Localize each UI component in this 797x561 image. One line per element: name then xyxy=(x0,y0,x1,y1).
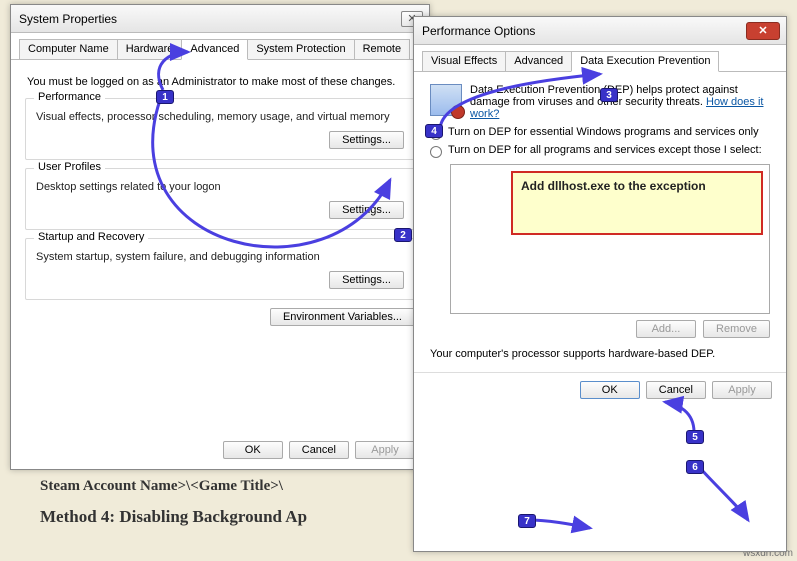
system-properties-window: System Properties ✕ Computer Name Hardwa… xyxy=(10,4,430,470)
dep-radio-all-label: Turn on DEP for all programs and service… xyxy=(448,144,762,156)
sysprops-title: System Properties xyxy=(17,12,401,26)
tab-system-protection[interactable]: System Protection xyxy=(247,39,354,59)
perfopts-apply-button[interactable]: Apply xyxy=(712,381,772,399)
annotation-badge-3: 3 xyxy=(600,88,618,102)
tab-po-advanced[interactable]: Advanced xyxy=(505,51,572,71)
annotation-badge-2: 2 xyxy=(394,228,412,242)
annotation-badge-1: 1 xyxy=(156,90,174,104)
tab-hardware[interactable]: Hardware xyxy=(117,39,183,59)
perfopts-tabs: Visual Effects Advanced Data Execution P… xyxy=(414,45,786,72)
sysprops-titlebar[interactable]: System Properties ✕ xyxy=(11,5,429,33)
startup-group-title: Startup and Recovery xyxy=(34,231,148,243)
tab-computer-name[interactable]: Computer Name xyxy=(19,39,118,59)
performance-desc: Visual effects, processor scheduling, me… xyxy=(36,111,404,123)
dep-remove-button[interactable]: Remove xyxy=(703,320,770,338)
env-vars-button[interactable]: Environment Variables... xyxy=(270,308,415,326)
perfopts-cancel-button[interactable]: Cancel xyxy=(646,381,706,399)
close-icon[interactable]: ✕ xyxy=(746,22,780,40)
annotation-badge-4: 4 xyxy=(425,124,443,138)
profiles-settings-button[interactable]: Settings... xyxy=(329,201,404,219)
sysprops-cancel-button[interactable]: Cancel xyxy=(289,441,349,459)
annotation-callout: Add dllhost.exe to the exception xyxy=(511,171,763,235)
radio-icon xyxy=(430,146,442,158)
profiles-desc: Desktop settings related to your logon xyxy=(36,181,404,193)
dep-exception-listbox[interactable]: Add dllhost.exe to the exception xyxy=(450,164,770,314)
dep-support-text: Your computer's processor supports hardw… xyxy=(430,348,770,360)
startup-desc: System startup, system failure, and debu… xyxy=(36,251,404,263)
annotation-badge-6: 6 xyxy=(686,460,704,474)
perfopts-body: Data Execution Prevention (DEP) helps pr… xyxy=(414,72,786,372)
dep-radio-essential[interactable]: Turn on DEP for essential Windows progra… xyxy=(430,126,770,140)
perfopts-bottom-buttons: OK Cancel Apply xyxy=(414,372,786,407)
sysprops-ok-button[interactable]: OK xyxy=(223,441,283,459)
dep-add-button[interactable]: Add... xyxy=(636,320,696,338)
sysprops-bottom-buttons: OK Cancel Apply xyxy=(223,441,415,459)
tab-remote[interactable]: Remote xyxy=(354,39,411,59)
performance-group-title: Performance xyxy=(34,91,105,103)
startup-group: Startup and Recovery System startup, sys… xyxy=(25,238,415,300)
dep-shield-icon xyxy=(430,84,462,116)
tab-dep[interactable]: Data Execution Prevention xyxy=(571,51,719,72)
dep-radio-all[interactable]: Turn on DEP for all programs and service… xyxy=(430,144,770,158)
sysprops-tabs: Computer Name Hardware Advanced System P… xyxy=(11,33,429,60)
profiles-group-title: User Profiles xyxy=(34,161,105,173)
annotation-badge-7: 7 xyxy=(518,514,536,528)
admin-note: You must be logged on as an Administrato… xyxy=(27,76,413,88)
dep-radio-essential-label: Turn on DEP for essential Windows progra… xyxy=(448,126,759,138)
profiles-group: User Profiles Desktop settings related t… xyxy=(25,168,415,230)
perfopts-ok-button[interactable]: OK xyxy=(580,381,640,399)
sysprops-body: You must be logged on as an Administrato… xyxy=(11,60,429,336)
performance-settings-button[interactable]: Settings... xyxy=(329,131,404,149)
tab-advanced[interactable]: Advanced xyxy=(181,39,248,60)
annotation-badge-5: 5 xyxy=(686,430,704,444)
performance-group: Performance Visual effects, processor sc… xyxy=(25,98,415,160)
tab-visual-effects[interactable]: Visual Effects xyxy=(422,51,506,71)
perfopts-title: Performance Options xyxy=(420,24,746,38)
perfopts-titlebar[interactable]: Performance Options ✕ xyxy=(414,17,786,45)
sysprops-apply-button[interactable]: Apply xyxy=(355,441,415,459)
startup-settings-button[interactable]: Settings... xyxy=(329,271,404,289)
